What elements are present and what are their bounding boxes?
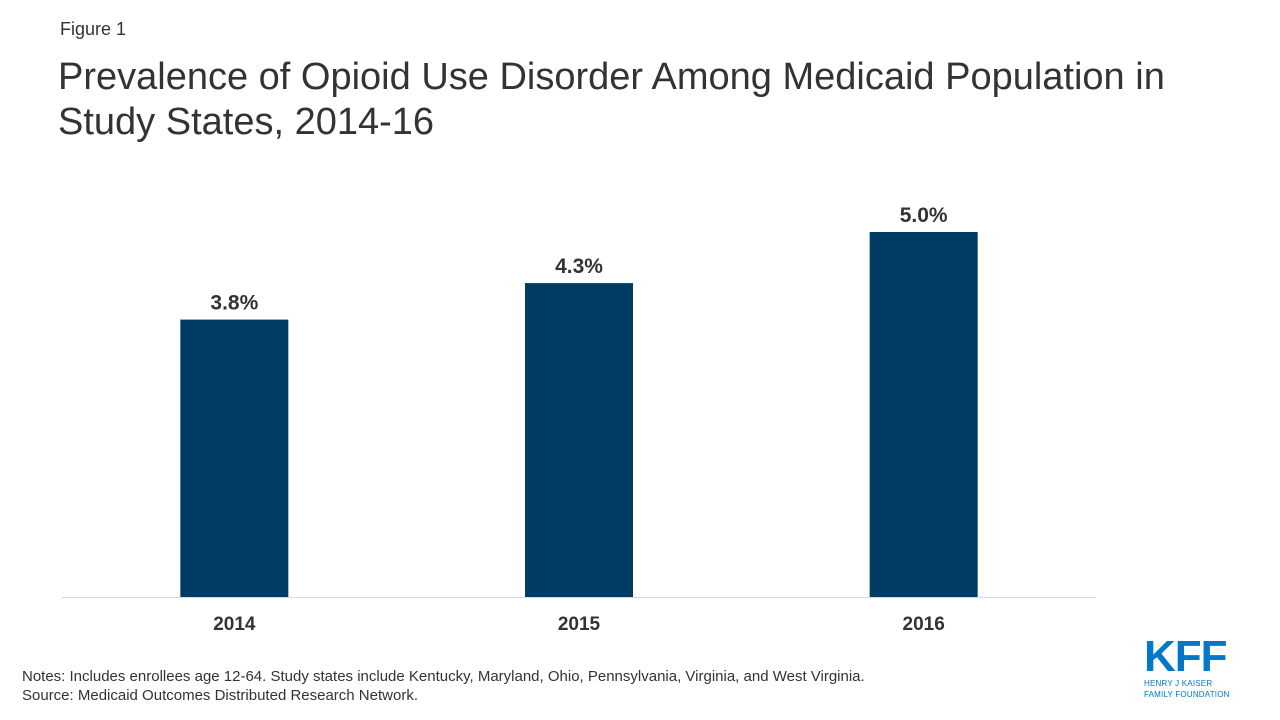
data-label-2015: 4.3% xyxy=(555,255,603,278)
logo-mark: KFF xyxy=(1144,632,1228,681)
bar-2014 xyxy=(180,319,289,597)
data-label-2016: 5.0% xyxy=(900,204,948,227)
bars-group xyxy=(180,232,978,597)
figure-label: Figure 1 xyxy=(60,19,127,39)
logo-line-2: FAMILY FOUNDATION xyxy=(1144,690,1230,699)
logo-line-1: HENRY J KAISER xyxy=(1144,679,1213,688)
labels-group: 3.8% 2014 4.3% 2015 5.0% 2016 xyxy=(210,204,948,635)
chart-notes: Notes: Includes enrollees age 12-64. Stu… xyxy=(22,667,865,705)
bar-2016 xyxy=(869,232,978,597)
x-tick-label-2016: 2016 xyxy=(903,614,945,635)
x-tick-label-2015: 2015 xyxy=(558,614,601,635)
chart-title: Prevalence of Opioid Use Disorder Among … xyxy=(58,56,1165,143)
source-line: Source: Medicaid Outcomes Distributed Re… xyxy=(22,687,418,704)
notes-line: Notes: Includes enrollees age 12-64. Stu… xyxy=(22,668,865,685)
bar-2015 xyxy=(525,283,633,597)
data-label-2014: 3.8% xyxy=(210,292,258,315)
kff-logo: KFF HENRY J KAISER FAMILY FOUNDATION xyxy=(1144,632,1236,700)
x-tick-label-2014: 2014 xyxy=(213,614,256,635)
